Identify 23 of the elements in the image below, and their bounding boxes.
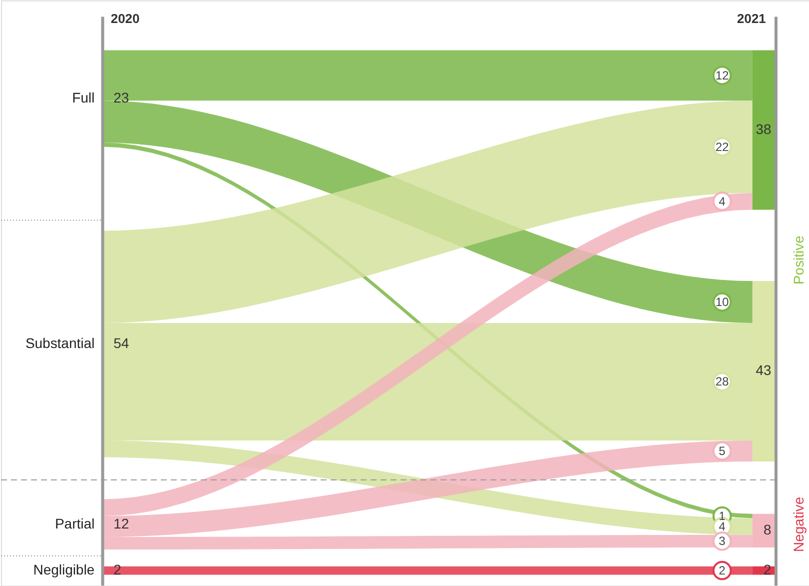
data-label: 12: [715, 68, 730, 82]
text: 2021: [737, 10, 766, 26]
data-label: 2: [113, 562, 122, 578]
category-label: Substantial: [25, 334, 95, 351]
text: 2: [764, 562, 772, 578]
data-label: 22: [715, 140, 730, 154]
category-label: Partial: [54, 515, 95, 532]
text: 8: [764, 522, 772, 538]
text: Negative: [790, 496, 807, 552]
data-label: 5: [718, 444, 726, 458]
category-label: Full: [72, 90, 95, 106]
text: 43: [756, 362, 772, 378]
category-label: Negligible: [33, 562, 95, 578]
data-label: 2: [718, 564, 726, 578]
text: 2020: [110, 10, 140, 26]
text: Positive: [790, 235, 807, 285]
data-label: 10: [715, 295, 730, 310]
data-label: 54: [113, 334, 130, 351]
text: 38: [756, 121, 772, 137]
data-label: 4: [718, 194, 726, 208]
data-label: 28: [715, 374, 730, 389]
data-label: 3: [718, 534, 726, 548]
data-label: 12: [113, 515, 130, 532]
